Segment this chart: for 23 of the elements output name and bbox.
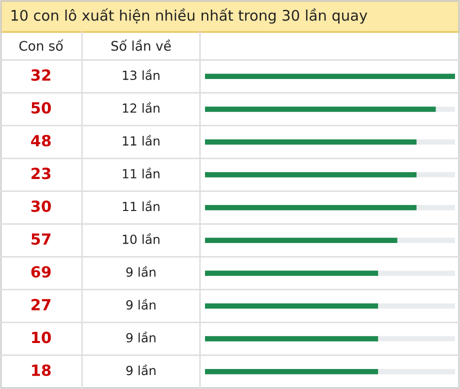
chart-title: 10 con lô xuất hiện nhiều nhất trong 30 lần quay [12, 8, 368, 24]
data-label: 9 lần [126, 298, 156, 310]
data-label: 10 lần [122, 233, 160, 244]
y-tick-label: 10 [32, 332, 51, 344]
data-label: 9 lần [126, 266, 156, 277]
data-label: 11 lần [122, 168, 160, 178]
y-tick-label: 50 [32, 102, 51, 114]
y-tick-label: 30 [31, 200, 51, 212]
data-label: 9 lần [126, 364, 156, 376]
data-label: 12 lần [122, 102, 160, 113]
y-tick-label: 18 [32, 364, 51, 376]
y-axis-title: Con số [19, 39, 64, 51]
data-label: 11 lần [122, 200, 160, 212]
x-axis-title: Số lần về [111, 39, 171, 51]
y-tick-label: 57 [32, 233, 50, 245]
data-label: 9 lần [126, 332, 156, 342]
y-tick-label: 69 [31, 266, 51, 278]
y-tick-label: 27 [32, 298, 50, 310]
y-tick-label: 32 [31, 69, 50, 81]
data-label: 13 lần [122, 69, 160, 80]
data-label: 11 lần [122, 134, 160, 146]
y-tick-label: 23 [32, 168, 50, 180]
y-tick-label: 48 [31, 134, 51, 146]
